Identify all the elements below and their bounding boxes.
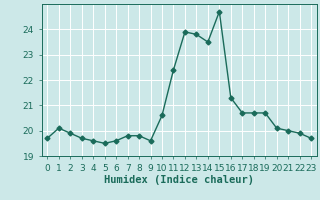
X-axis label: Humidex (Indice chaleur): Humidex (Indice chaleur): [104, 175, 254, 185]
